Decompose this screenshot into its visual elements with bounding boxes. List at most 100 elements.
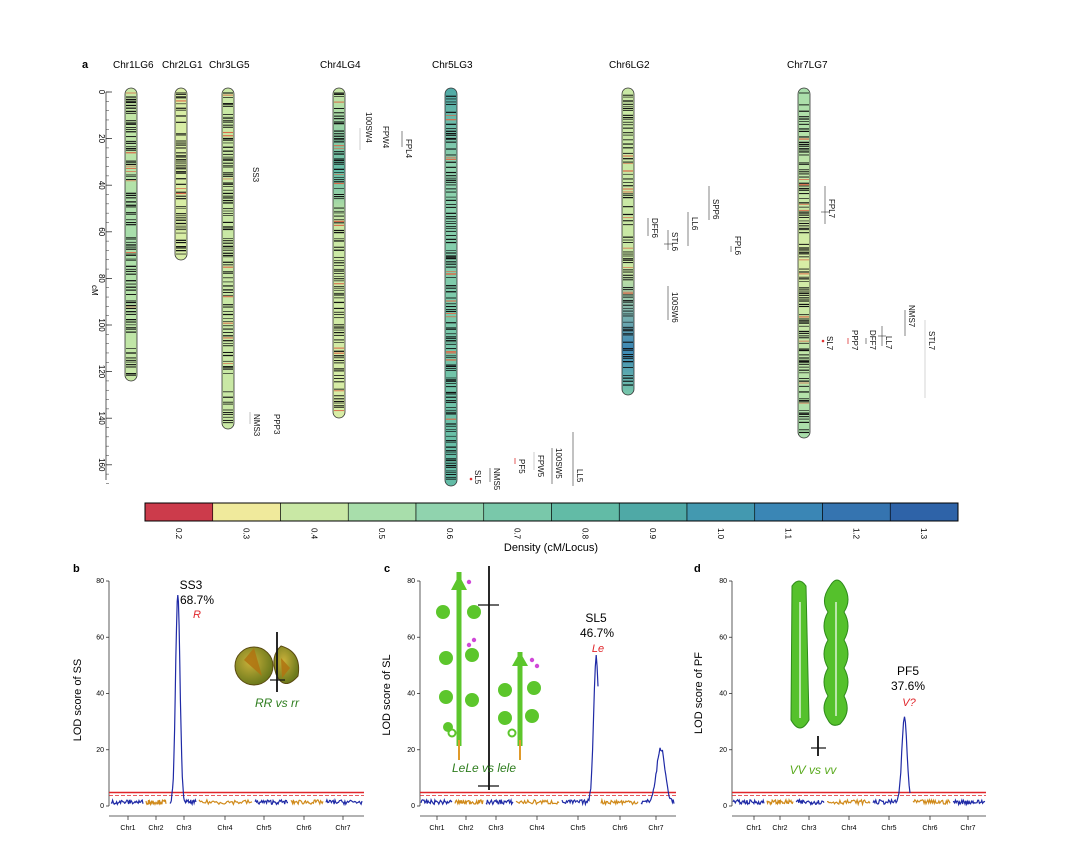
inset-caption: VV vs vv (790, 763, 838, 777)
lod-segment (290, 799, 324, 806)
qtl-label: DFF7 (868, 330, 877, 351)
lod-segment (561, 654, 599, 807)
lod-segment (420, 797, 453, 806)
lod-segment (325, 797, 363, 807)
lod-segment (795, 798, 825, 806)
qtl-label: FPL4 (404, 139, 413, 159)
lod-segment (872, 716, 911, 806)
color-bar-tick: 1.0 (716, 528, 725, 540)
qtl-markers: SS3 PPP3 NMS3 FPL4 FPW4 100SW4 SL5 NMS5 … (249, 112, 936, 491)
y-tick-label: 80 (719, 578, 727, 585)
color-bar-cell (483, 502, 552, 522)
qtl-label: SPP6 (711, 199, 720, 220)
chromosome-name: Chr7LG7 (787, 60, 828, 71)
chromosome-name: Chr2LG1 (162, 60, 203, 71)
panel-label-b: b (73, 563, 80, 575)
qtl-mark (821, 339, 825, 343)
lod-segment (766, 797, 794, 806)
peak-gene-label: R (193, 609, 201, 621)
map-y-axis: cM 0 20 40 60 80 100 120 140 160 (90, 90, 112, 484)
qtl-label: PF5 (517, 459, 526, 474)
qtl-label: PPP3 (272, 414, 281, 435)
color-bar-tick: 1.3 (919, 528, 928, 540)
qtl-label: FPW4 (381, 126, 390, 149)
panel-c-lod-sl: c LOD score of SL 0 20 40 60 80 Chr1 Chr2 Chr3 C… (381, 563, 676, 832)
y-tick-label: 0 (100, 803, 104, 810)
lod-curve (732, 716, 986, 807)
color-bar-cell (889, 502, 959, 522)
qtl-label: NMS5 (492, 468, 501, 491)
peak-trait-label: SL5 (585, 611, 607, 625)
lod-segment (826, 798, 871, 807)
lod-segment (732, 798, 765, 806)
x-tick-label: Chr2 (772, 825, 787, 832)
chromosome-bar (444, 87, 458, 487)
peak-pve-label: 46.7% (580, 626, 614, 640)
plant-inset: LeLe vs lele (436, 566, 541, 790)
chromosome-bar (174, 87, 188, 261)
x-tick-label: Chr3 (801, 825, 816, 832)
y-tick-label: 60 (407, 634, 415, 641)
color-bar-tick: 1.1 (784, 528, 793, 540)
y-tick-label: 40 (407, 691, 415, 698)
color-bar-cell (415, 502, 485, 522)
chromosome-bar (124, 87, 138, 382)
y-tick-label: 0 (723, 803, 727, 810)
peak-pve-label: 37.6% (891, 679, 925, 693)
y-tick-label: 80 (96, 578, 104, 585)
pod-inset: VV vs vv (790, 579, 849, 777)
peak-pve-label: 68.7% (180, 593, 214, 607)
x-tick-label: Chr7 (960, 825, 975, 832)
lod-segment (952, 798, 986, 807)
inset-caption: RR vs rr (255, 696, 300, 710)
y-axis-label: LOD score of SL (381, 654, 393, 735)
lod-segment (169, 595, 197, 807)
lod-segment (198, 798, 253, 806)
x-tick-label: Chr5 (256, 825, 271, 832)
color-bar-tick: 0.8 (580, 528, 589, 540)
y-axis-label: LOD score of PF (693, 652, 705, 734)
qtl-label: STL7 (927, 331, 936, 351)
lod-segment (254, 798, 288, 806)
map-y-axis-label: cM (90, 285, 99, 296)
qtl-label: SS3 (251, 167, 260, 183)
panel-b-lod-ss: b LOD score of SS 0 20 40 60 80 Chr1 Chr2 Chr3 C… (72, 563, 364, 832)
lod-segment (485, 798, 514, 806)
color-bar-tick: 0.5 (377, 528, 386, 540)
color-bar-title: Density (cM/Locus) (504, 542, 598, 554)
qtl-label: FPL6 (733, 236, 742, 256)
map-y-tick-label: 40 (97, 181, 106, 190)
panel-label-c: c (384, 563, 390, 575)
color-bar-tick: 1.2 (851, 528, 860, 540)
chromosome-name: Chr3LG5 (209, 60, 250, 71)
qtl-label: SL5 (473, 470, 482, 485)
qtl-label: 100SW4 (364, 112, 373, 143)
color-bar-cell (280, 502, 349, 522)
qtl-label: DFF6 (650, 218, 659, 239)
color-bar-tick: 0.9 (648, 528, 657, 540)
qtl-label: LL6 (690, 217, 699, 231)
chromosome-name: Chr4LG4 (320, 60, 361, 71)
y-tick-label: 80 (407, 578, 415, 585)
x-tick-label: Chr7 (335, 825, 350, 832)
x-tick-label: Chr5 (881, 825, 896, 832)
x-tick-label: Chr4 (529, 825, 544, 832)
color-bar-tick: 0.4 (309, 528, 318, 540)
x-tick-label: Chr6 (296, 825, 311, 832)
tall-plant (436, 572, 481, 760)
lod-curve (109, 595, 364, 807)
map-y-tick-label: 100 (97, 318, 106, 332)
color-bar-cell (347, 502, 417, 522)
color-bar-cell (686, 502, 756, 522)
qtl-label: FPW5 (536, 455, 545, 478)
chromosome-bar (621, 87, 635, 396)
lod-segment (600, 797, 639, 807)
qtl-label: SL7 (825, 336, 834, 351)
peak-gene-label: Le (592, 643, 604, 655)
lod-segment (454, 798, 484, 806)
x-tick-label: Chr4 (841, 825, 856, 832)
color-bar-tick: 0.6 (445, 528, 454, 540)
panel-label-d: d (694, 563, 701, 575)
qtl-label: FPL7 (827, 199, 836, 219)
